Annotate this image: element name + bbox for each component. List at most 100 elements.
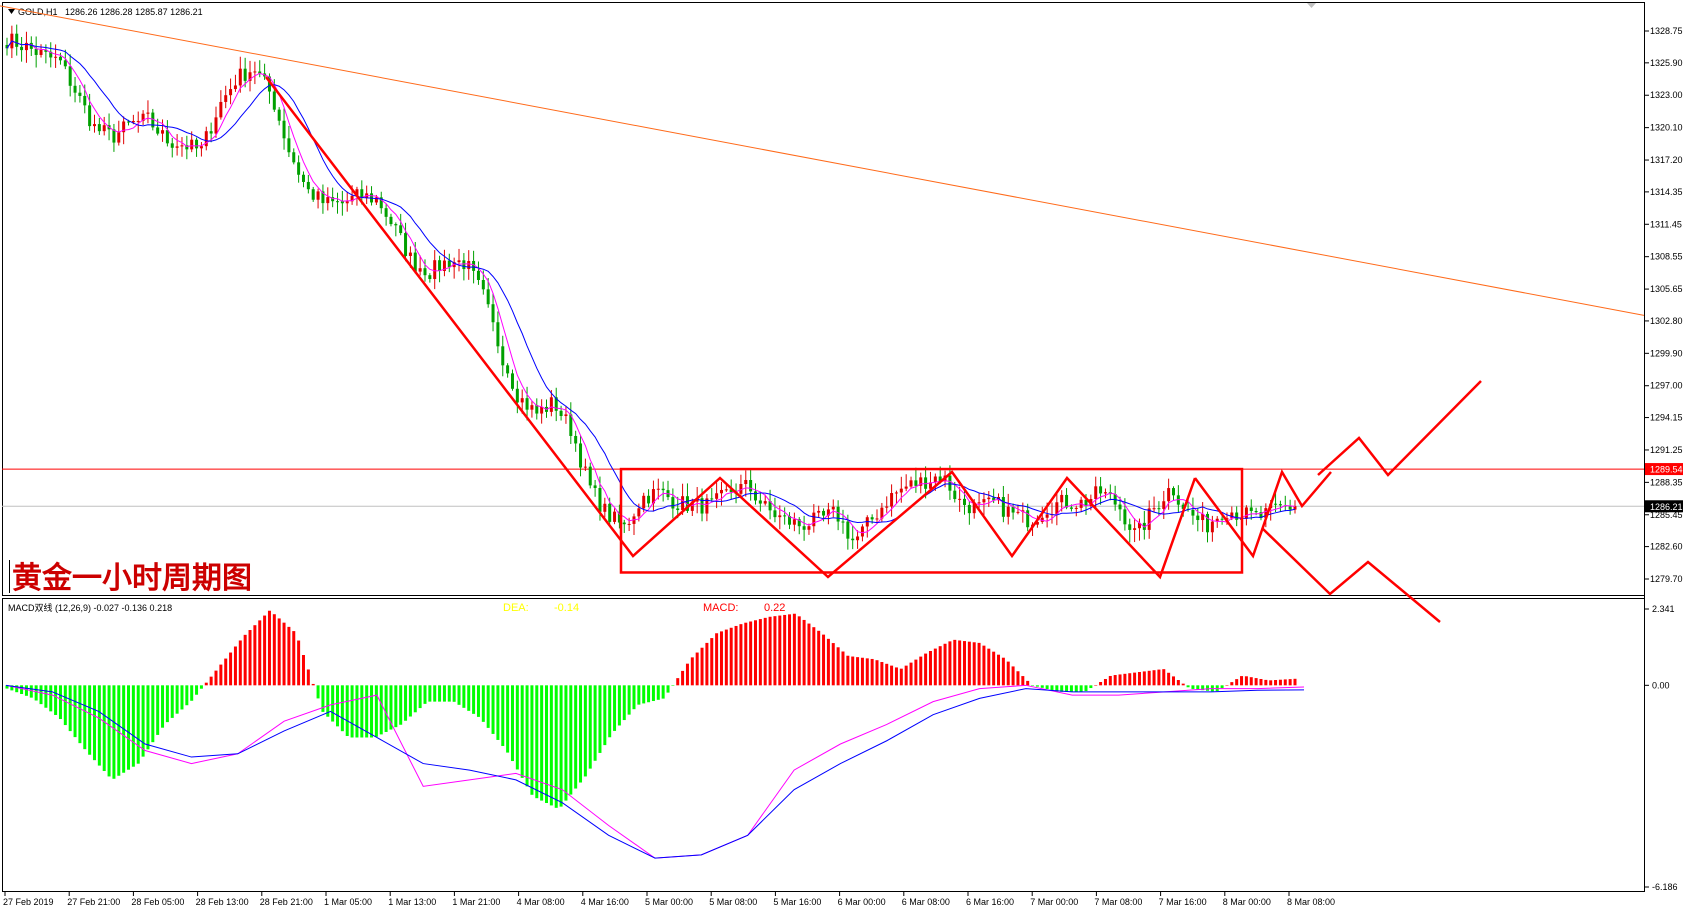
candle-body: [700, 498, 704, 514]
candle-body: [953, 490, 957, 500]
macd-histogram-bar: [647, 685, 651, 703]
candle-body: [510, 373, 514, 389]
candle-body: [948, 475, 952, 491]
candle-body: [1026, 510, 1030, 528]
candle-body: [637, 508, 641, 517]
macd-histogram-bar: [418, 685, 422, 709]
macd-histogram-bar: [408, 685, 412, 717]
candle-body: [768, 501, 772, 511]
candle-body: [928, 482, 932, 489]
macd-histogram-bar: [715, 633, 719, 686]
macd-histogram-bar: [1094, 685, 1098, 686]
macd-histogram-bar: [885, 663, 889, 686]
candle-body: [1123, 509, 1127, 525]
macd-histogram-bar: [559, 685, 563, 807]
macd-histogram-bar: [997, 654, 1001, 686]
macd-title: MACD双线 (12,26,9) -0.027 -0.136 0.218: [8, 602, 172, 613]
bullish-scenario-path: [1317, 380, 1482, 477]
candle-body: [467, 260, 471, 270]
macd-histogram-bar: [831, 643, 835, 686]
macd-histogram-bar: [282, 622, 286, 686]
candle-body: [180, 145, 184, 147]
macd-histogram-bar: [190, 685, 194, 701]
candle-body: [404, 233, 408, 256]
slow-ma-line: [6, 40, 1296, 524]
macd-histogram-bar: [933, 648, 937, 686]
candle-body: [476, 270, 480, 281]
macd-histogram-bar: [486, 685, 490, 728]
candle-body: [374, 197, 378, 203]
candle-body: [1006, 506, 1010, 517]
macd-value: 0.22: [764, 602, 785, 614]
candle-body: [841, 521, 845, 523]
candle-body: [44, 49, 48, 52]
price-panel[interactable]: [2, 2, 1645, 596]
candle-body: [297, 162, 301, 175]
candle-body: [389, 216, 393, 225]
candle-body: [826, 509, 830, 516]
macd-histogram-bar: [442, 685, 446, 702]
macd-histogram-bar: [438, 685, 442, 702]
macd-histogram-bar: [515, 685, 519, 770]
macd-histogram-bar: [637, 685, 641, 705]
candle-body: [559, 410, 563, 417]
macd-histogram-bar: [579, 685, 583, 783]
candle-body: [822, 510, 826, 516]
macd-histogram-bar: [136, 685, 140, 764]
time-tick-label: 4 Mar 08:00: [517, 897, 565, 907]
macd-histogram-bar: [1225, 685, 1229, 686]
macd-histogram-bar: [890, 665, 894, 686]
macd-histogram-bar: [423, 685, 427, 704]
macd-histogram-bar: [229, 652, 233, 686]
macd-histogram-bar: [656, 685, 660, 700]
candle-body: [540, 406, 544, 414]
candle-body: [1065, 494, 1069, 508]
candle-body: [472, 260, 476, 271]
candle-body: [739, 484, 743, 494]
candle-body: [564, 414, 568, 417]
candle-body: [175, 146, 179, 148]
macd-histogram-bar: [63, 685, 67, 726]
macd-histogram-bar: [1162, 669, 1166, 686]
candle-body: [651, 489, 655, 504]
consolidation-range-box: [619, 467, 1244, 574]
candle-body: [1040, 517, 1044, 522]
candle-body: [593, 485, 597, 488]
macd-histogram-bar: [685, 663, 689, 686]
macd-histogram-bar: [452, 685, 456, 702]
candle-body: [749, 480, 753, 492]
shift-marker-icon[interactable]: [1307, 3, 1316, 8]
price-tick-label: 1285.45: [1650, 510, 1683, 520]
time-tick-label: 1 Mar 13:00: [388, 897, 436, 907]
candle-body: [253, 71, 257, 73]
candle-body: [408, 252, 412, 256]
macd-histogram-bar: [909, 662, 913, 686]
candle-body: [1162, 501, 1166, 509]
macd-histogram-bar: [15, 685, 19, 693]
candle-body: [788, 516, 792, 525]
macd-histogram-bar: [297, 640, 301, 686]
candle-body: [1118, 504, 1122, 510]
macd-histogram-bar: [49, 685, 53, 712]
macd-histogram-bar: [306, 669, 310, 686]
macd-histogram-bar: [399, 685, 403, 725]
price-tick-label: 1288.35: [1650, 477, 1683, 487]
dropdown-arrow-icon[interactable]: [8, 9, 15, 14]
price-pattern-zigzag-right: [1193, 469, 1332, 559]
price-axis: 1328.75 1325.90 1323.00 1320.10 1317.20 1314.…: [1644, 26, 1683, 584]
macd-histogram-bar: [875, 660, 879, 686]
moving-averages-layer: [6, 40, 1296, 534]
resistance-price-tag-bg: [1645, 463, 1683, 476]
candle-body: [39, 49, 43, 55]
dea-value: -0.14: [554, 602, 579, 614]
candle-body: [914, 480, 918, 486]
candle-body: [622, 522, 626, 525]
macd-histogram-bar: [1035, 685, 1039, 687]
macd-histogram-bar: [248, 630, 252, 686]
candle-body: [20, 46, 24, 51]
macd-histogram-bar: [204, 682, 208, 686]
macd-histogram-bar: [331, 685, 335, 722]
candle-body: [933, 476, 937, 483]
candle-body: [195, 139, 199, 149]
candle-body: [1016, 511, 1020, 513]
